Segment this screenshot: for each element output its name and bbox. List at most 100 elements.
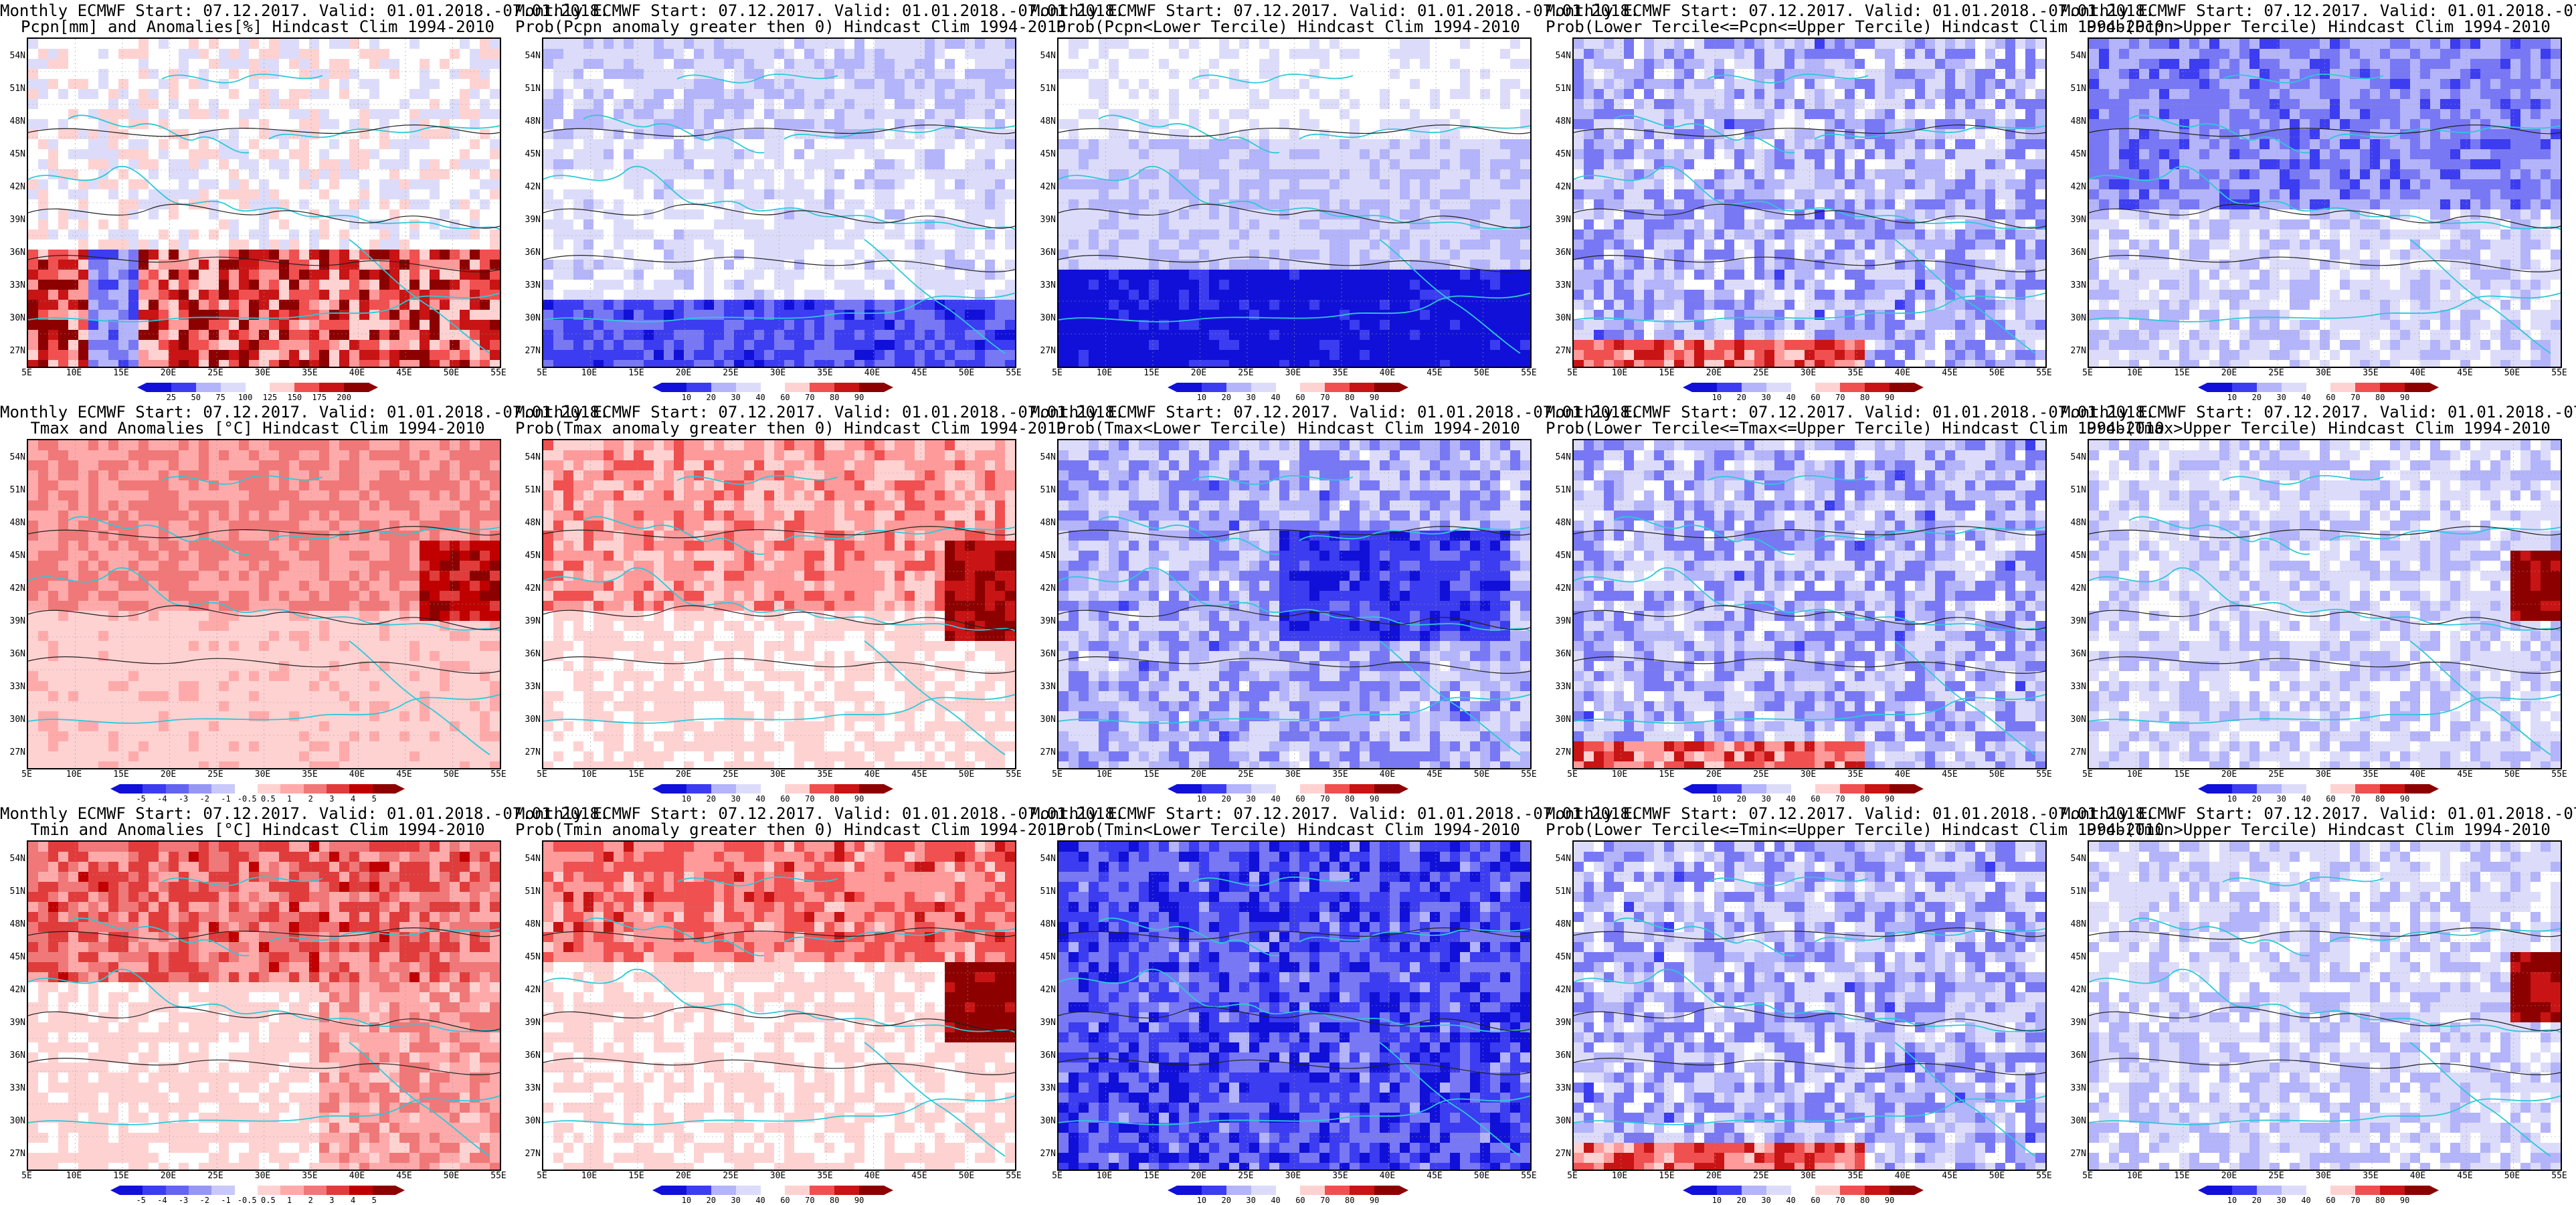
- field-cell: [1380, 250, 1390, 260]
- field-cell: [118, 360, 129, 367]
- field-cell: [895, 199, 905, 210]
- field-cell: [229, 169, 240, 180]
- field-cell: [78, 229, 89, 240]
- field-cell: [885, 139, 895, 150]
- field-cell: [1005, 250, 1015, 260]
- field-cell: [824, 109, 835, 120]
- field-cell: [289, 219, 300, 230]
- field-cell: [794, 169, 805, 180]
- field-cell: [229, 250, 240, 260]
- colorbar-segment: [1202, 383, 1226, 392]
- field-cell: [1935, 49, 1946, 60]
- latitude-label: 51N: [1033, 84, 1056, 94]
- field-cell: [624, 270, 634, 280]
- field-cell: [159, 89, 169, 100]
- field-cell: [299, 330, 310, 341]
- latitude-label: 36N: [518, 248, 541, 258]
- field-cell: [189, 109, 199, 120]
- field-cell: [259, 129, 270, 140]
- field-cell: [1360, 320, 1370, 331]
- field-cell: [1299, 300, 1310, 310]
- field-cell: [543, 360, 554, 367]
- field-cell: [420, 159, 430, 170]
- field-cell: [309, 240, 320, 250]
- field-cell: [915, 119, 925, 130]
- field-cell: [543, 219, 554, 230]
- field-cell: [794, 350, 805, 361]
- field-cell: [440, 49, 450, 60]
- field-cell: [834, 149, 845, 160]
- field-cell: [714, 360, 725, 367]
- field-cell: [734, 119, 745, 130]
- field-cell: [1109, 350, 1119, 361]
- field-cell: [1410, 250, 1420, 260]
- field-cell: [784, 109, 795, 120]
- field-cell: [269, 290, 280, 300]
- field-cell: [644, 79, 654, 90]
- field-cell: [1390, 340, 1400, 351]
- field-cell: [139, 360, 149, 367]
- field-cell: [995, 229, 1006, 240]
- field-cell: [995, 280, 1006, 290]
- field-cell: [1309, 290, 1320, 300]
- field-cell: [2025, 49, 2036, 60]
- field-cell: [299, 300, 310, 310]
- field-cell: [58, 149, 69, 160]
- field-cell: [399, 199, 410, 210]
- field-cell: [754, 79, 765, 90]
- field-cell: [774, 310, 785, 320]
- field-cell: [854, 99, 865, 110]
- field-cell: [1450, 310, 1461, 320]
- field-cell: [1875, 39, 1885, 50]
- field-cell: [68, 149, 79, 160]
- field-cell: [379, 49, 390, 60]
- field-cell: [1490, 189, 1501, 200]
- field-cell: [1370, 59, 1380, 70]
- field-cell: [995, 109, 1006, 120]
- field-cell: [1955, 39, 1966, 50]
- field-cell: [199, 39, 209, 50]
- field-cell: [1350, 199, 1360, 210]
- field-cell: [935, 290, 945, 300]
- field-cell: [1149, 189, 1160, 200]
- field-cell: [834, 300, 845, 310]
- field-cell: [78, 280, 89, 290]
- field-cell: [985, 280, 996, 290]
- field-cell: [420, 169, 430, 180]
- field-cell: [1490, 320, 1501, 331]
- field-cell: [1714, 49, 1725, 60]
- field-cell: [389, 320, 400, 331]
- field-cell: [319, 49, 330, 60]
- field-cell: [289, 270, 300, 280]
- field-cell: [128, 270, 139, 280]
- latitude-label: 33N: [518, 280, 541, 290]
- field-cell: [460, 300, 470, 310]
- field-cell: [563, 119, 574, 130]
- field-cell: [784, 340, 795, 351]
- field-cell: [844, 270, 855, 280]
- field-cell: [704, 119, 715, 130]
- field-cell: [553, 340, 564, 351]
- field-cell: [379, 320, 390, 331]
- field-cell: [945, 360, 955, 367]
- field-cell: [1089, 350, 1099, 361]
- field-cell: [824, 79, 835, 90]
- field-cell: [78, 320, 89, 331]
- field-cell: [149, 240, 159, 250]
- field-cell: [58, 270, 69, 280]
- field-cell: [624, 39, 634, 50]
- field-cell: [754, 149, 765, 160]
- field-cell: [219, 300, 229, 310]
- field-cell: [834, 39, 845, 50]
- field-cell: [1360, 219, 1370, 230]
- field-cell: [1319, 360, 1330, 367]
- field-cell: [159, 99, 169, 110]
- field-cell: [1430, 310, 1441, 320]
- field-cell: [409, 159, 420, 170]
- field-cell: [209, 89, 219, 100]
- field-cell: [1229, 219, 1240, 230]
- field-cell: [925, 270, 935, 280]
- field-cell: [714, 209, 725, 220]
- field-cell: [985, 199, 996, 210]
- field-cell: [88, 139, 99, 150]
